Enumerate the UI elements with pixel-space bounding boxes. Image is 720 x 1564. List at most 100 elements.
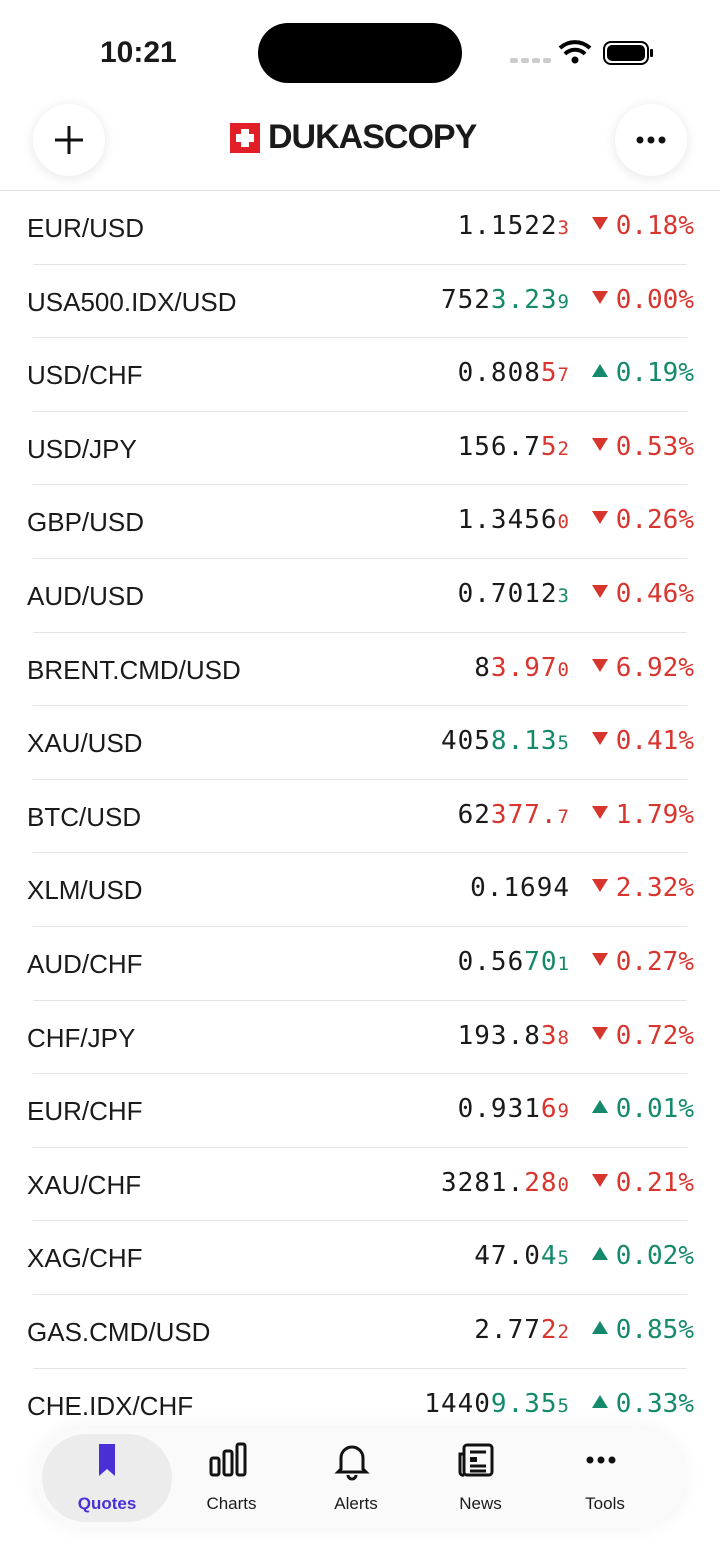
direction-arrow <box>591 658 608 672</box>
quote-row[interactable]: AUD/USD 0.70123 0.46% <box>0 559 720 633</box>
instrument: GBP/USD <box>27 507 145 538</box>
instrument: CHF/JPY <box>27 1022 136 1053</box>
direction-arrow <box>591 511 608 525</box>
more-button[interactable] <box>615 104 687 176</box>
direction-arrow <box>591 1173 608 1187</box>
price: 1.34560 <box>458 505 570 535</box>
price: 0.80857 <box>458 358 570 388</box>
quote-row[interactable]: GAS.CMD/USD 2.7722 0.85% <box>0 1295 720 1369</box>
change: 0.26% <box>590 505 694 535</box>
quote-row[interactable]: XLM/USD 0.1694 2.32% <box>0 853 720 927</box>
quote-row[interactable]: BRENT.CMD/USD 83.970 6.92% <box>0 633 720 707</box>
tab-label: Alerts <box>334 1494 378 1513</box>
instrument: XAU/CHF <box>27 1169 142 1200</box>
quote-row[interactable]: XAG/CHF 47.045 0.02% <box>0 1221 720 1295</box>
separator <box>33 1146 687 1148</box>
change-value: 0.01% <box>615 1094 694 1125</box>
price-base: 0.931 <box>457 1094 541 1125</box>
separator <box>33 1293 687 1295</box>
price-big: 5 <box>540 358 558 389</box>
quote-row[interactable]: USA500.IDX/USD 7523.239 0.00% <box>0 265 720 339</box>
price-base: 1440 <box>424 1388 491 1419</box>
price: 14409.355 <box>424 1389 570 1419</box>
quote-row[interactable]: AUD/CHF 0.56701 0.27% <box>0 927 720 1001</box>
change-value: 0.00% <box>615 284 694 315</box>
direction-arrow <box>591 1321 608 1334</box>
change-value: 0.18% <box>615 211 694 241</box>
instrument: XLM/USD <box>27 875 143 906</box>
separator <box>33 925 687 927</box>
change: 0.41% <box>590 726 694 756</box>
direction-arrow <box>591 1100 608 1114</box>
price-pip: 0 <box>557 511 570 534</box>
tab-icon <box>99 1444 115 1476</box>
separator <box>33 263 687 265</box>
quote-row[interactable]: EUR/CHF 0.93169 0.01% <box>0 1074 720 1148</box>
price-base: 1.1522 <box>457 211 558 241</box>
quote-row[interactable]: XAU/USD 4058.135 0.41% <box>0 706 720 780</box>
price-pip: 5 <box>557 1394 570 1417</box>
logo <box>230 123 260 153</box>
instrument: GAS.CMD/USD <box>27 1317 211 1347</box>
change: 0.53% <box>590 432 694 462</box>
quote-row[interactable]: USD/JPY 156.752 0.53% <box>0 412 720 486</box>
price-big: 377. <box>490 799 558 830</box>
direction-arrow <box>591 290 608 304</box>
direction-arrow <box>591 1026 608 1040</box>
instrument: XAG/CHF <box>27 1243 143 1274</box>
price-base: 156.7 <box>457 431 541 462</box>
price: 1.15223 <box>458 211 570 241</box>
change-value: 0.27% <box>615 947 694 977</box>
price-pip: 0 <box>557 1173 570 1196</box>
change-value: 1.79% <box>615 799 694 830</box>
price-pip: 2 <box>557 1321 570 1343</box>
tab[interactable]: Quotes <box>42 1434 172 1522</box>
header: DUKASCOPY <box>0 100 720 191</box>
price-base: 1.3456 <box>457 505 558 536</box>
tab-bar: Quotes Charts Alerts News Tools <box>35 1428 685 1528</box>
instrument: XAU/USD <box>27 728 143 759</box>
dynamic-island <box>258 23 462 83</box>
direction-arrow <box>591 732 608 746</box>
quote-row[interactable]: EUR/USD 1.15223 0.18% <box>0 191 720 265</box>
price: 3281.280 <box>441 1168 570 1198</box>
price-pip: 5 <box>557 732 570 755</box>
quote-row[interactable]: BTC/USD 62377.7 1.79% <box>0 780 720 854</box>
change: 0.27% <box>590 947 694 977</box>
price-big: 3 <box>540 1020 558 1051</box>
tab[interactable]: Tools <box>540 1434 670 1522</box>
tab[interactable]: News <box>416 1434 546 1522</box>
price-pip: 1 <box>557 953 570 975</box>
price: 193.838 <box>458 1021 570 1051</box>
price-pip: 2 <box>557 437 570 460</box>
direction-arrow <box>591 585 608 598</box>
change-value: 0.19% <box>615 358 694 389</box>
change: 6.92% <box>590 653 694 683</box>
price: 2.7722 <box>474 1315 570 1345</box>
quote-row[interactable]: XAU/CHF 3281.280 0.21% <box>0 1148 720 1222</box>
price-big: 3.23 <box>490 284 558 315</box>
direction-arrow <box>591 805 608 819</box>
tab-label: Charts <box>206 1494 257 1513</box>
instrument: AUD/USD <box>27 581 145 611</box>
price-pip: 7 <box>557 805 570 828</box>
instrument: AUD/CHF <box>27 949 143 979</box>
add-button[interactable] <box>33 104 105 176</box>
tab[interactable]: Alerts <box>291 1434 421 1522</box>
change: 0.00% <box>590 285 694 315</box>
status-bar: 10:21 <box>0 0 720 100</box>
price-pip: 3 <box>557 585 570 607</box>
price: 83.970 <box>474 653 570 683</box>
quote-row[interactable]: USD/CHF 0.80857 0.19% <box>0 338 720 412</box>
tab[interactable]: Charts <box>167 1434 297 1522</box>
quote-row[interactable]: GBP/USD 1.34560 0.26% <box>0 485 720 559</box>
price-big: 6 <box>540 1094 558 1125</box>
direction-arrow <box>591 1247 608 1261</box>
price: 62377.7 <box>458 800 570 830</box>
change-value: 0.33% <box>615 1388 694 1419</box>
quote-row[interactable]: CHE.IDX/CHF 14409.355 0.33% <box>0 1369 720 1431</box>
change: 1.79% <box>590 800 694 830</box>
quote-row[interactable]: CHF/JPY 193.838 0.72% <box>0 1001 720 1075</box>
change-value: 0.53% <box>615 431 694 462</box>
